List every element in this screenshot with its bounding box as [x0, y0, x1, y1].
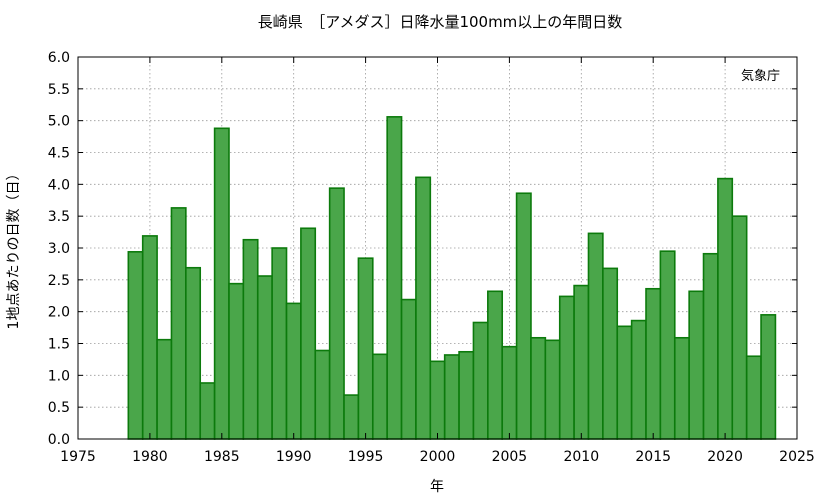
y-tick-label: 4.0 [48, 177, 70, 193]
bar-1995 [357, 257, 374, 440]
bar-2023 [760, 314, 777, 440]
x-tick-label: 2020 [707, 449, 743, 465]
bar-1980 [141, 235, 158, 440]
bar-1983 [185, 266, 202, 440]
x-tick-label: 1985 [204, 449, 240, 465]
bar-2002 [458, 350, 475, 440]
bar-1991 [300, 227, 317, 440]
bar-1987 [242, 238, 259, 440]
y-tick-label: 2.5 [48, 273, 70, 289]
bar-1979 [127, 251, 144, 440]
x-tick-label: 2000 [420, 449, 456, 465]
bar-series [127, 116, 777, 440]
bar-2007 [530, 336, 547, 440]
bar-2021 [731, 215, 748, 440]
x-tick-labels: 1975 1980 1985 1990 1995 2000 2005 2010 2015 2020… [60, 449, 815, 465]
bar-1989 [271, 247, 288, 440]
y-tick-label: 5.0 [48, 114, 70, 130]
bar-2006 [515, 192, 532, 440]
bar-1997 [386, 116, 403, 440]
x-tick-label: 1975 [60, 449, 96, 465]
source-annotation: 気象庁 [741, 68, 780, 84]
y-axis-label: 1地点あたりの日数（日） [6, 167, 22, 330]
bar-1985 [213, 127, 230, 440]
bar-1999 [415, 176, 432, 440]
bar-1981 [156, 338, 173, 440]
y-tick-labels: 0.0 0.5 1.0 1.5 2.0 2.5 3.0 3.5 4.0 4.5 5.0 5.5 6.0 [48, 50, 70, 448]
y-tick-label: 4.5 [48, 146, 70, 162]
y-tick-label: 0.5 [48, 400, 70, 416]
bar-2017 [673, 336, 690, 440]
bar-1994 [343, 394, 360, 440]
bar-1993 [328, 187, 345, 440]
y-tick-label: 2.0 [48, 305, 70, 321]
bar-1992 [314, 349, 331, 440]
x-tick-label: 2025 [779, 449, 815, 465]
bar-2016 [659, 250, 676, 440]
bar-2008 [544, 339, 561, 440]
x-tick-label: 1995 [348, 449, 384, 465]
y-tick-label: 0.0 [48, 432, 70, 448]
bar-1982 [170, 207, 187, 440]
bar-1996 [371, 353, 388, 440]
y-tick-label: 5.5 [48, 82, 70, 98]
bar-2013 [616, 325, 633, 440]
bar-2019 [702, 252, 719, 440]
bar-2018 [688, 290, 705, 440]
y-tick-label: 6.0 [48, 50, 70, 66]
axis-ticks [77, 56, 798, 440]
bar-1998 [400, 298, 417, 440]
x-tick-label: 1980 [132, 449, 168, 465]
bar-1988 [256, 275, 273, 440]
chart-title: 長崎県 ［アメダス］日降水量100mm以上の年間日数 [258, 13, 623, 31]
bar-2012 [602, 267, 619, 440]
x-axis-label: 年 [430, 479, 444, 495]
bar-2009 [558, 295, 575, 440]
bar-2020 [717, 177, 734, 440]
x-tick-label: 2015 [635, 449, 671, 465]
bar-2014 [630, 319, 647, 440]
y-tick-label: 3.0 [48, 241, 70, 257]
y-tick-label: 1.0 [48, 368, 70, 384]
bar-2011 [587, 232, 604, 440]
bar-2010 [573, 284, 590, 440]
x-tick-label: 1990 [276, 449, 312, 465]
x-tick-label: 2005 [492, 449, 528, 465]
y-tick-label: 3.5 [48, 209, 70, 225]
bar-1990 [285, 302, 302, 440]
bar-2001 [443, 354, 460, 440]
bar-2004 [487, 290, 504, 440]
bar-2003 [472, 321, 489, 440]
bar-1984 [199, 382, 216, 440]
y-tick-label: 1.5 [48, 337, 70, 353]
bar-1986 [228, 282, 245, 440]
bar-2022 [745, 355, 762, 440]
bar-2005 [501, 345, 518, 440]
bar-2000 [429, 360, 446, 440]
bar-2015 [645, 287, 662, 440]
x-tick-label: 2010 [563, 449, 599, 465]
